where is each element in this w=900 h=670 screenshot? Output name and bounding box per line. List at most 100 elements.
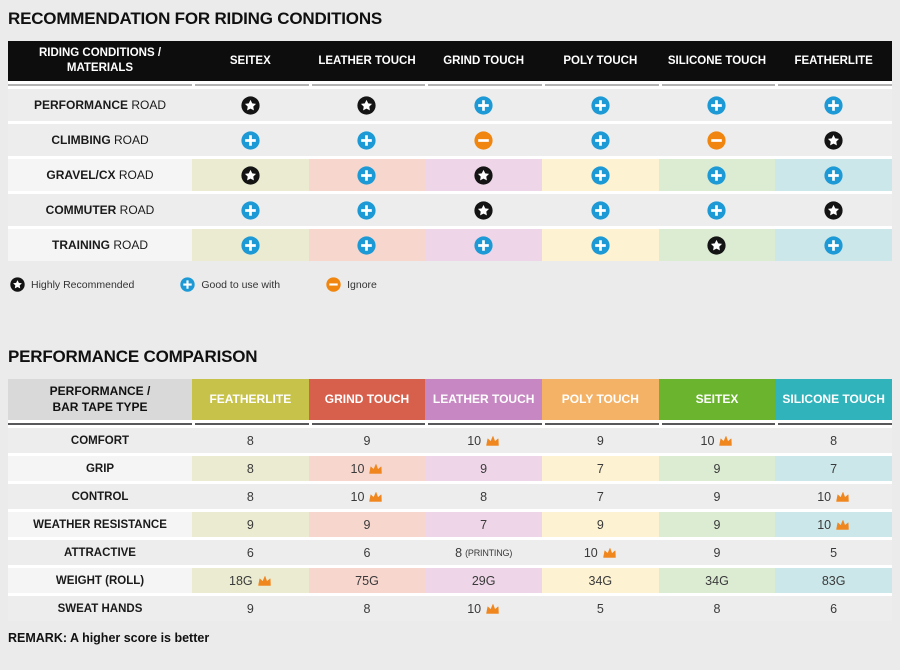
plus-icon: [707, 95, 727, 115]
table-row: GRIP 8 10 9 7 9 7: [8, 456, 892, 481]
score-cell: 9: [192, 596, 309, 621]
riding-table-body: PERFORMANCE ROAD CLIMBING ROAD GRAVEL/CX R…: [8, 81, 892, 261]
score-value: 9: [363, 517, 371, 532]
row-label: ATTRACTIVE: [8, 540, 192, 565]
score-cell: 10: [658, 428, 776, 453]
row-label-rest: ROAD: [110, 133, 149, 147]
score-cell: 5: [775, 540, 892, 565]
star-icon: [824, 130, 843, 150]
rating-cell: [425, 124, 542, 156]
score-cell: 10: [425, 428, 542, 453]
score-cell: 8: [775, 428, 892, 453]
divider-segment: [8, 84, 192, 86]
minus-icon: [474, 130, 493, 150]
rating-cell: [658, 124, 776, 156]
row-label: CLIMBING ROAD: [8, 124, 192, 156]
row-label: PERFORMANCE ROAD: [8, 89, 192, 121]
score-value: 8: [246, 489, 254, 504]
column-header: POLY TOUCH: [563, 54, 638, 67]
column-header: LEATHER TOUCH: [425, 379, 542, 420]
score-value: 8: [713, 601, 721, 616]
score-value: 9: [713, 489, 721, 504]
score-cell: 9: [425, 456, 542, 481]
star-icon: [241, 165, 260, 185]
rating-cell: [425, 229, 542, 261]
plus-icon: [241, 200, 260, 220]
crown-icon: [257, 575, 272, 587]
rating-cell: [192, 89, 309, 121]
score-value: 8: [830, 433, 838, 448]
score-value: 7: [596, 461, 604, 476]
star-icon: [474, 200, 493, 220]
score-cell: 8: [308, 596, 426, 621]
rating-cell: [425, 159, 542, 191]
crown-icon: [602, 547, 617, 559]
score-value: 9: [713, 517, 721, 532]
score-cell: 7: [775, 456, 892, 481]
column-header: GRIND TOUCH: [308, 379, 426, 420]
divider-segment: [778, 423, 892, 425]
plus-icon: [824, 165, 843, 185]
star-icon: [707, 235, 727, 255]
divider-segment: [311, 423, 426, 425]
rating-cell: [658, 229, 776, 261]
rating-cell: [192, 229, 309, 261]
legend: Highly Recommended Good to use with Ignore: [10, 277, 900, 292]
divider-segment: [195, 84, 309, 86]
legend-item: Ignore: [326, 277, 377, 292]
score-value: 10: [817, 489, 832, 504]
score-cell: 10: [308, 456, 426, 481]
score-cell: 10: [775, 512, 892, 537]
riding-table-header: RIDING CONDITIONS / MATERIALS SEITEX LEAT…: [8, 41, 892, 81]
score-value: 5: [830, 545, 838, 560]
score-value: 7: [596, 489, 604, 504]
row-label: SWEAT HANDS: [8, 596, 192, 621]
score-cell: 9: [308, 428, 426, 453]
plus-icon: [357, 130, 377, 150]
plus-icon: [591, 130, 610, 150]
score-value: 10: [467, 433, 482, 448]
score-cell: 9: [658, 484, 776, 509]
score-cell: 7: [541, 456, 659, 481]
table-row: PERFORMANCE ROAD: [8, 89, 892, 121]
performance-title: PERFORMANCE COMPARISON: [8, 347, 258, 366]
rating-cell: [425, 194, 542, 226]
divider-segment: [661, 84, 776, 86]
column-header: FEATHERLITE: [192, 379, 309, 420]
rating-cell: [308, 159, 426, 191]
crown-icon: [718, 435, 733, 447]
score-cell: 7: [425, 512, 542, 537]
row-label: TRAINING ROAD: [8, 229, 192, 261]
rating-cell: [775, 194, 892, 226]
table-row: COMFORT 8 9 10 9 10 8: [8, 428, 892, 453]
score-cell: 8: [658, 596, 776, 621]
rating-cell: [308, 229, 426, 261]
row-label: CONTROL: [8, 484, 192, 509]
score-value: 9: [246, 517, 254, 532]
row-label-rest: ROAD: [128, 98, 167, 112]
score-value: 8: [246, 461, 254, 476]
score-cell: 9: [192, 512, 309, 537]
crown-icon: [485, 435, 500, 447]
divider-segment: [544, 84, 659, 86]
score-value: 7: [830, 461, 838, 476]
row-label: WEATHER RESISTANCE: [8, 512, 192, 537]
rating-cell: [308, 89, 426, 121]
rating-cell: [658, 194, 776, 226]
plus-icon: [241, 130, 260, 150]
star-icon: [357, 95, 377, 115]
score-value: 8: [480, 489, 488, 504]
score-cell: 34G: [658, 568, 776, 593]
score-value: 9: [596, 517, 604, 532]
score-value: 29G: [471, 573, 496, 588]
rating-cell: [308, 194, 426, 226]
score-cell: 10: [541, 540, 659, 565]
table-row: WEATHER RESISTANCE 9 9 7 9 9 10: [8, 512, 892, 537]
rating-cell: [192, 194, 309, 226]
column-header: POLY TOUCH: [541, 379, 659, 420]
row-label: GRAVEL/CX ROAD: [8, 159, 192, 191]
plus-icon: [474, 95, 493, 115]
score-value: 9: [363, 433, 371, 448]
star-icon: [824, 200, 843, 220]
score-cell: 83G: [775, 568, 892, 593]
